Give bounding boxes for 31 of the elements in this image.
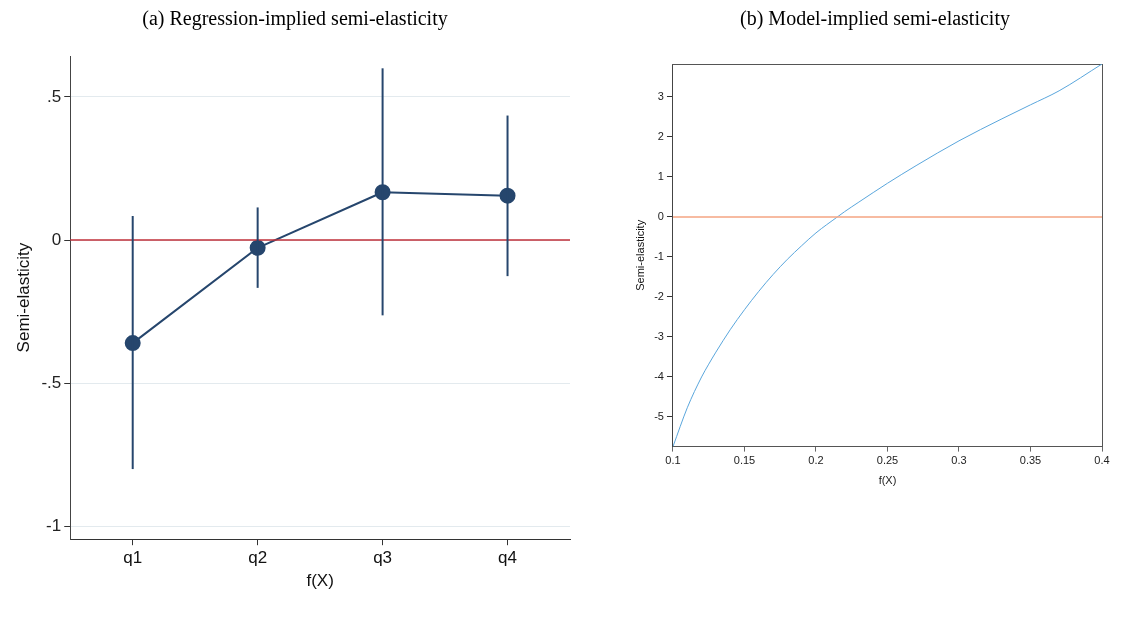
x-tick-label: 0.3 — [951, 454, 967, 467]
x-tick-label: 0.25 — [876, 454, 899, 467]
y-tick-label: -5 — [654, 410, 664, 423]
y-tick-label: 0 — [657, 209, 664, 222]
chart-title: (b) Model-implied semi-elasticity — [739, 6, 1011, 32]
x-tick-label: 0.4 — [1094, 454, 1110, 467]
y-tick-label: .5 — [47, 86, 62, 106]
line-series — [672, 64, 1102, 447]
y-tick-label: 1 — [657, 169, 664, 182]
y-tick-label: -.5 — [41, 372, 62, 392]
y-tick-label: 0 — [51, 229, 62, 249]
y-tick-label: -3 — [654, 329, 664, 342]
x-tick-label: q1 — [123, 548, 143, 568]
y-axis-title: Semi-elasticity — [13, 242, 33, 353]
y-tick-label: -1 — [46, 516, 62, 536]
y-tick-label: -2 — [654, 289, 664, 302]
x-tick-label: 0.2 — [808, 454, 824, 467]
x-axis-title: f(X) — [306, 571, 334, 591]
x-tick-label: 0.1 — [665, 454, 681, 467]
x-tick-label: 0.35 — [1019, 454, 1042, 467]
y-axis-title: Semi-elasticity — [633, 219, 646, 291]
x-axis-title: f(X) — [878, 474, 897, 487]
x-tick-label: 0.15 — [733, 454, 756, 467]
y-tick-label: -1 — [654, 249, 664, 262]
y-tick-label: -4 — [654, 369, 664, 382]
x-tick-label: q4 — [498, 548, 517, 568]
y-tick-label: 3 — [657, 89, 664, 102]
x-tick-label: q2 — [248, 548, 268, 568]
chart-title: (a) Regression-implied semi-elasticity — [141, 6, 449, 32]
y-tick-label: 2 — [657, 129, 664, 142]
x-tick-label: q3 — [373, 548, 393, 568]
